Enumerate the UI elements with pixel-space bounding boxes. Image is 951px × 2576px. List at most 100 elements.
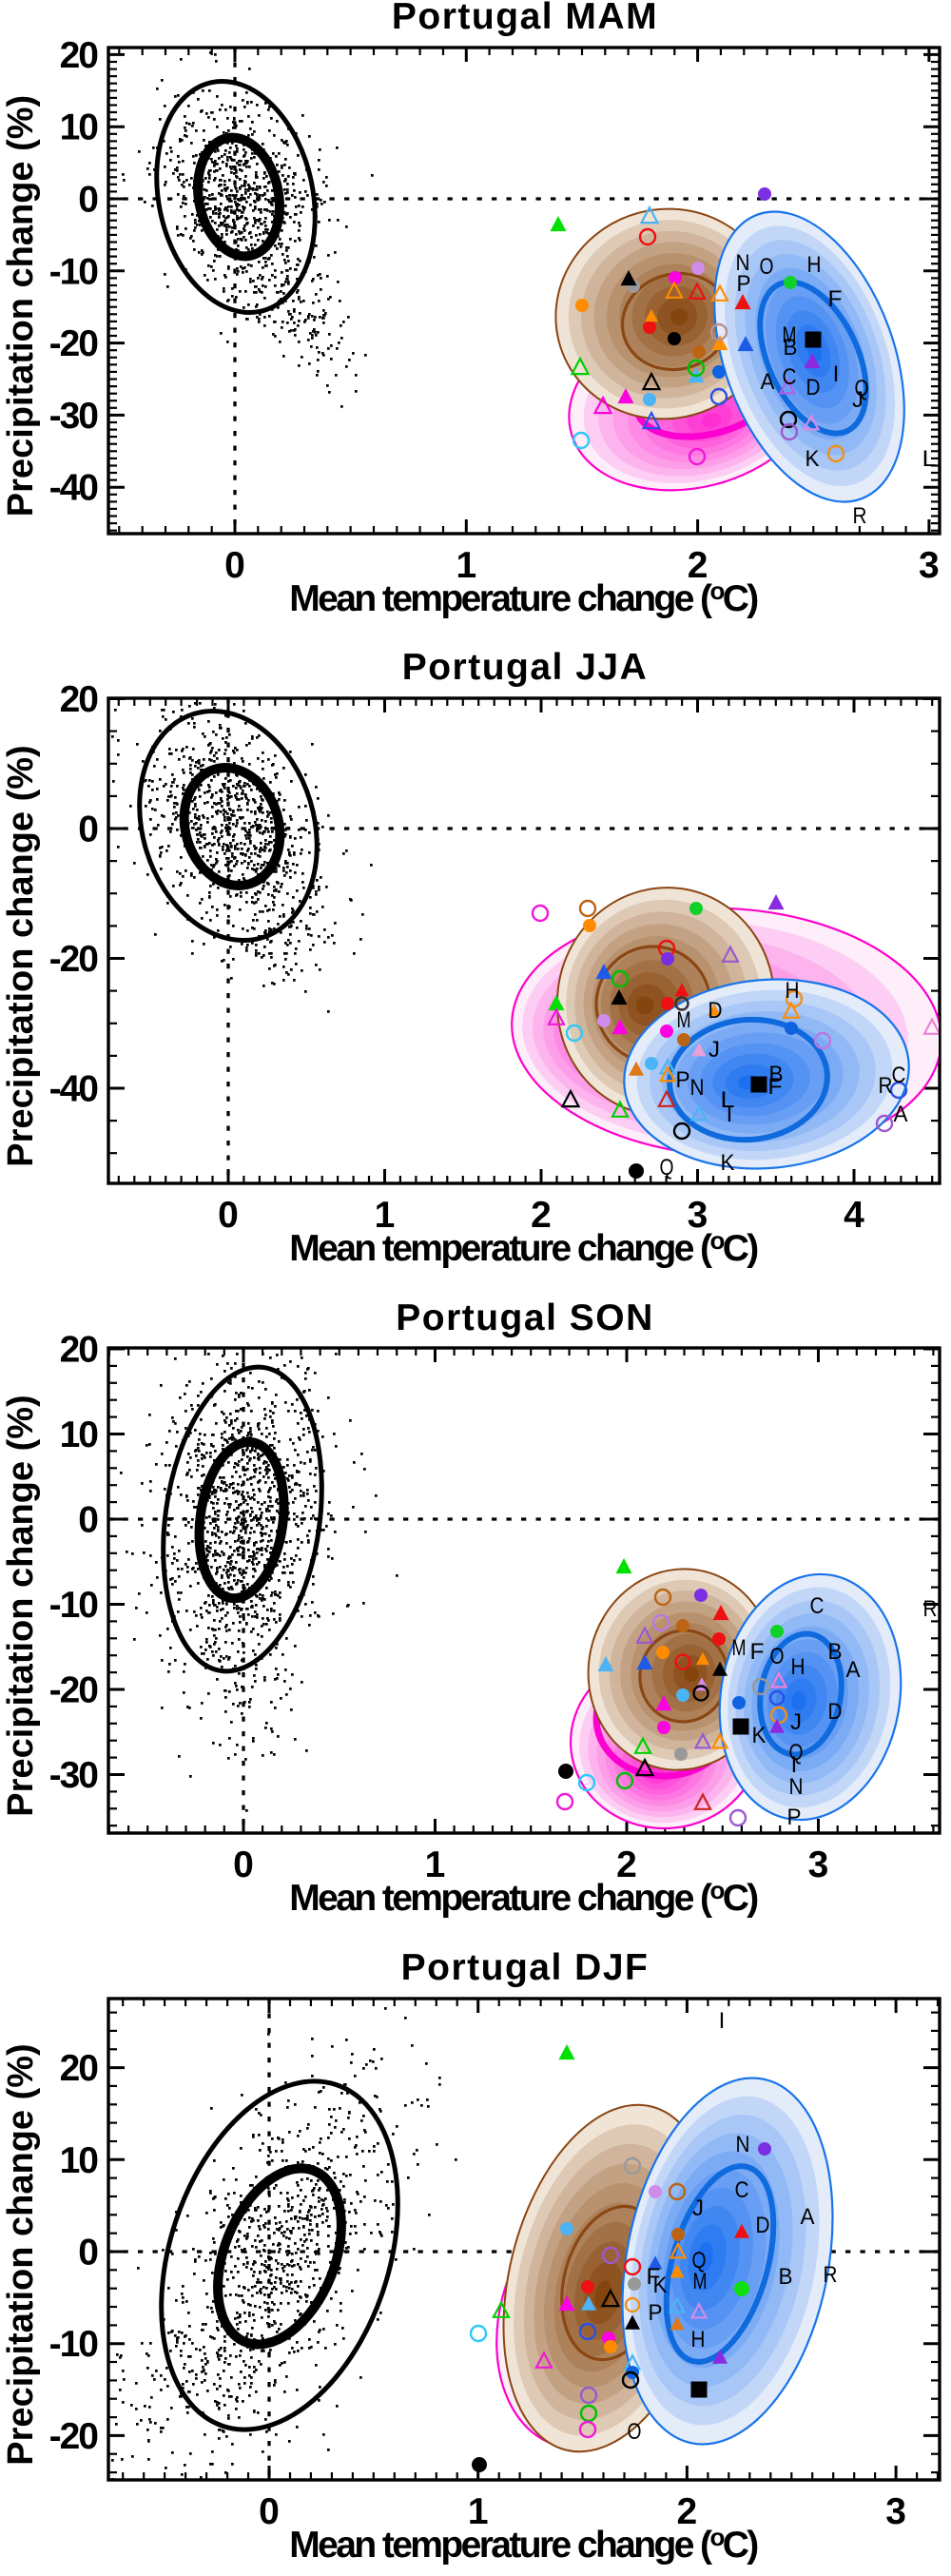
svg-text:F: F xyxy=(828,286,843,312)
svg-text:Portugal SON: Portugal SON xyxy=(396,1298,654,1338)
svg-text:-20: -20 xyxy=(49,323,99,364)
svg-text:1: 1 xyxy=(425,1844,446,1885)
svg-text:J: J xyxy=(692,2195,704,2221)
svg-text:20: 20 xyxy=(60,2048,99,2089)
svg-text:C: C xyxy=(810,1593,825,1619)
svg-text:3: 3 xyxy=(919,545,940,586)
svg-text:A: A xyxy=(761,369,775,395)
svg-text:Q: Q xyxy=(660,1155,674,1181)
svg-text:0: 0 xyxy=(259,2491,280,2532)
svg-text:C: C xyxy=(892,1063,906,1088)
svg-text:1: 1 xyxy=(456,545,476,586)
svg-text:3: 3 xyxy=(808,1844,829,1885)
svg-text:1: 1 xyxy=(375,1195,396,1236)
svg-text:2: 2 xyxy=(531,1195,552,1236)
svg-text:-40: -40 xyxy=(49,1069,99,1110)
svg-text:20: 20 xyxy=(60,1330,99,1371)
svg-text:Q: Q xyxy=(789,1740,804,1766)
svg-text:C: C xyxy=(783,364,797,390)
svg-text:-20: -20 xyxy=(49,1670,99,1711)
svg-text:D: D xyxy=(806,375,821,400)
svg-text:10: 10 xyxy=(60,1415,99,1455)
svg-text:H: H xyxy=(691,2327,706,2352)
svg-text:10: 10 xyxy=(60,107,99,148)
svg-text:K: K xyxy=(752,1723,767,1748)
svg-text:P: P xyxy=(737,271,751,297)
svg-text:Mean temperature change (oC): Mean temperature change (oC) xyxy=(289,1876,758,1919)
svg-text:M: M xyxy=(693,2269,708,2294)
svg-text:B: B xyxy=(784,335,798,361)
svg-text:R: R xyxy=(923,1596,938,1622)
svg-text:O: O xyxy=(760,254,774,280)
svg-text:N: N xyxy=(789,1774,804,1800)
svg-text:I: I xyxy=(719,2008,726,2034)
svg-text:P: P xyxy=(649,2300,663,2326)
svg-text:-10: -10 xyxy=(49,1585,99,1626)
svg-text:K: K xyxy=(653,2273,668,2298)
svg-text:J: J xyxy=(852,387,864,413)
svg-text:O: O xyxy=(770,1644,785,1669)
svg-text:I: I xyxy=(833,361,840,387)
svg-text:0: 0 xyxy=(224,545,245,586)
svg-text:P: P xyxy=(676,1067,690,1093)
svg-text:F: F xyxy=(768,1074,783,1100)
svg-text:P: P xyxy=(787,1805,802,1830)
svg-text:N: N xyxy=(736,250,750,276)
svg-text:J: J xyxy=(790,1709,802,1735)
svg-text:-20: -20 xyxy=(49,939,99,980)
svg-text:L: L xyxy=(922,446,937,472)
svg-text:2: 2 xyxy=(688,545,708,586)
svg-text:N: N xyxy=(736,2132,750,2157)
svg-text:Mean temperature change (oC): Mean temperature change (oC) xyxy=(289,2523,758,2566)
svg-text:Precipitation change (%): Precipitation change (%) xyxy=(1,95,41,517)
svg-text:Q: Q xyxy=(692,2248,707,2274)
svg-text:N: N xyxy=(690,1075,705,1101)
svg-text:M: M xyxy=(677,1007,691,1033)
svg-text:A: A xyxy=(894,1102,908,1127)
svg-text:0: 0 xyxy=(78,2233,98,2274)
svg-text:3: 3 xyxy=(688,1195,708,1236)
svg-text:R: R xyxy=(879,1073,893,1099)
svg-text:Precipitation change (%): Precipitation change (%) xyxy=(1,1395,41,1816)
svg-text:Precipitation change (%): Precipitation change (%) xyxy=(1,745,41,1166)
svg-text:B: B xyxy=(769,1062,784,1087)
svg-text:H: H xyxy=(807,252,822,278)
svg-text:A: A xyxy=(801,2204,815,2230)
svg-text:O: O xyxy=(628,2419,642,2445)
svg-text:0: 0 xyxy=(78,180,98,221)
svg-text:K: K xyxy=(805,446,820,472)
svg-text:Precipitation change (%): Precipitation change (%) xyxy=(1,2043,41,2465)
svg-text:H: H xyxy=(786,978,800,1004)
svg-text:20: 20 xyxy=(60,679,99,720)
svg-text:0: 0 xyxy=(218,1195,239,1236)
svg-text:10: 10 xyxy=(60,2140,99,2181)
svg-text:-30: -30 xyxy=(49,1755,99,1796)
svg-text:I: I xyxy=(791,1752,798,1778)
svg-text:0: 0 xyxy=(78,1500,98,1541)
svg-text:Portugal JJA: Portugal JJA xyxy=(402,647,649,688)
svg-text:M: M xyxy=(732,1635,747,1661)
svg-text:4: 4 xyxy=(844,1195,864,1236)
svg-text:M: M xyxy=(783,322,797,348)
svg-text:C: C xyxy=(735,2177,749,2203)
svg-text:K: K xyxy=(721,1150,735,1176)
svg-text:J: J xyxy=(708,1037,720,1063)
svg-text:-40: -40 xyxy=(49,468,99,509)
svg-text:2: 2 xyxy=(677,2491,698,2532)
svg-text:Portugal MAM: Portugal MAM xyxy=(392,0,658,37)
svg-text:D: D xyxy=(828,1699,843,1725)
svg-text:D: D xyxy=(708,998,723,1024)
svg-text:1: 1 xyxy=(468,2491,489,2532)
svg-text:R: R xyxy=(824,2262,838,2288)
svg-text:B: B xyxy=(779,2264,793,2290)
svg-text:A: A xyxy=(846,1657,861,1683)
svg-text:20: 20 xyxy=(60,35,99,76)
svg-text:Portugal DJF: Portugal DJF xyxy=(401,1947,650,1988)
svg-text:R: R xyxy=(853,503,867,529)
svg-text:L: L xyxy=(721,1087,735,1113)
svg-text:F: F xyxy=(750,1639,765,1665)
svg-text:I: I xyxy=(727,1102,733,1127)
svg-text:0: 0 xyxy=(233,1844,254,1885)
svg-text:2: 2 xyxy=(616,1844,637,1885)
svg-text:Mean temperature change (oC): Mean temperature change (oC) xyxy=(289,1226,758,1269)
